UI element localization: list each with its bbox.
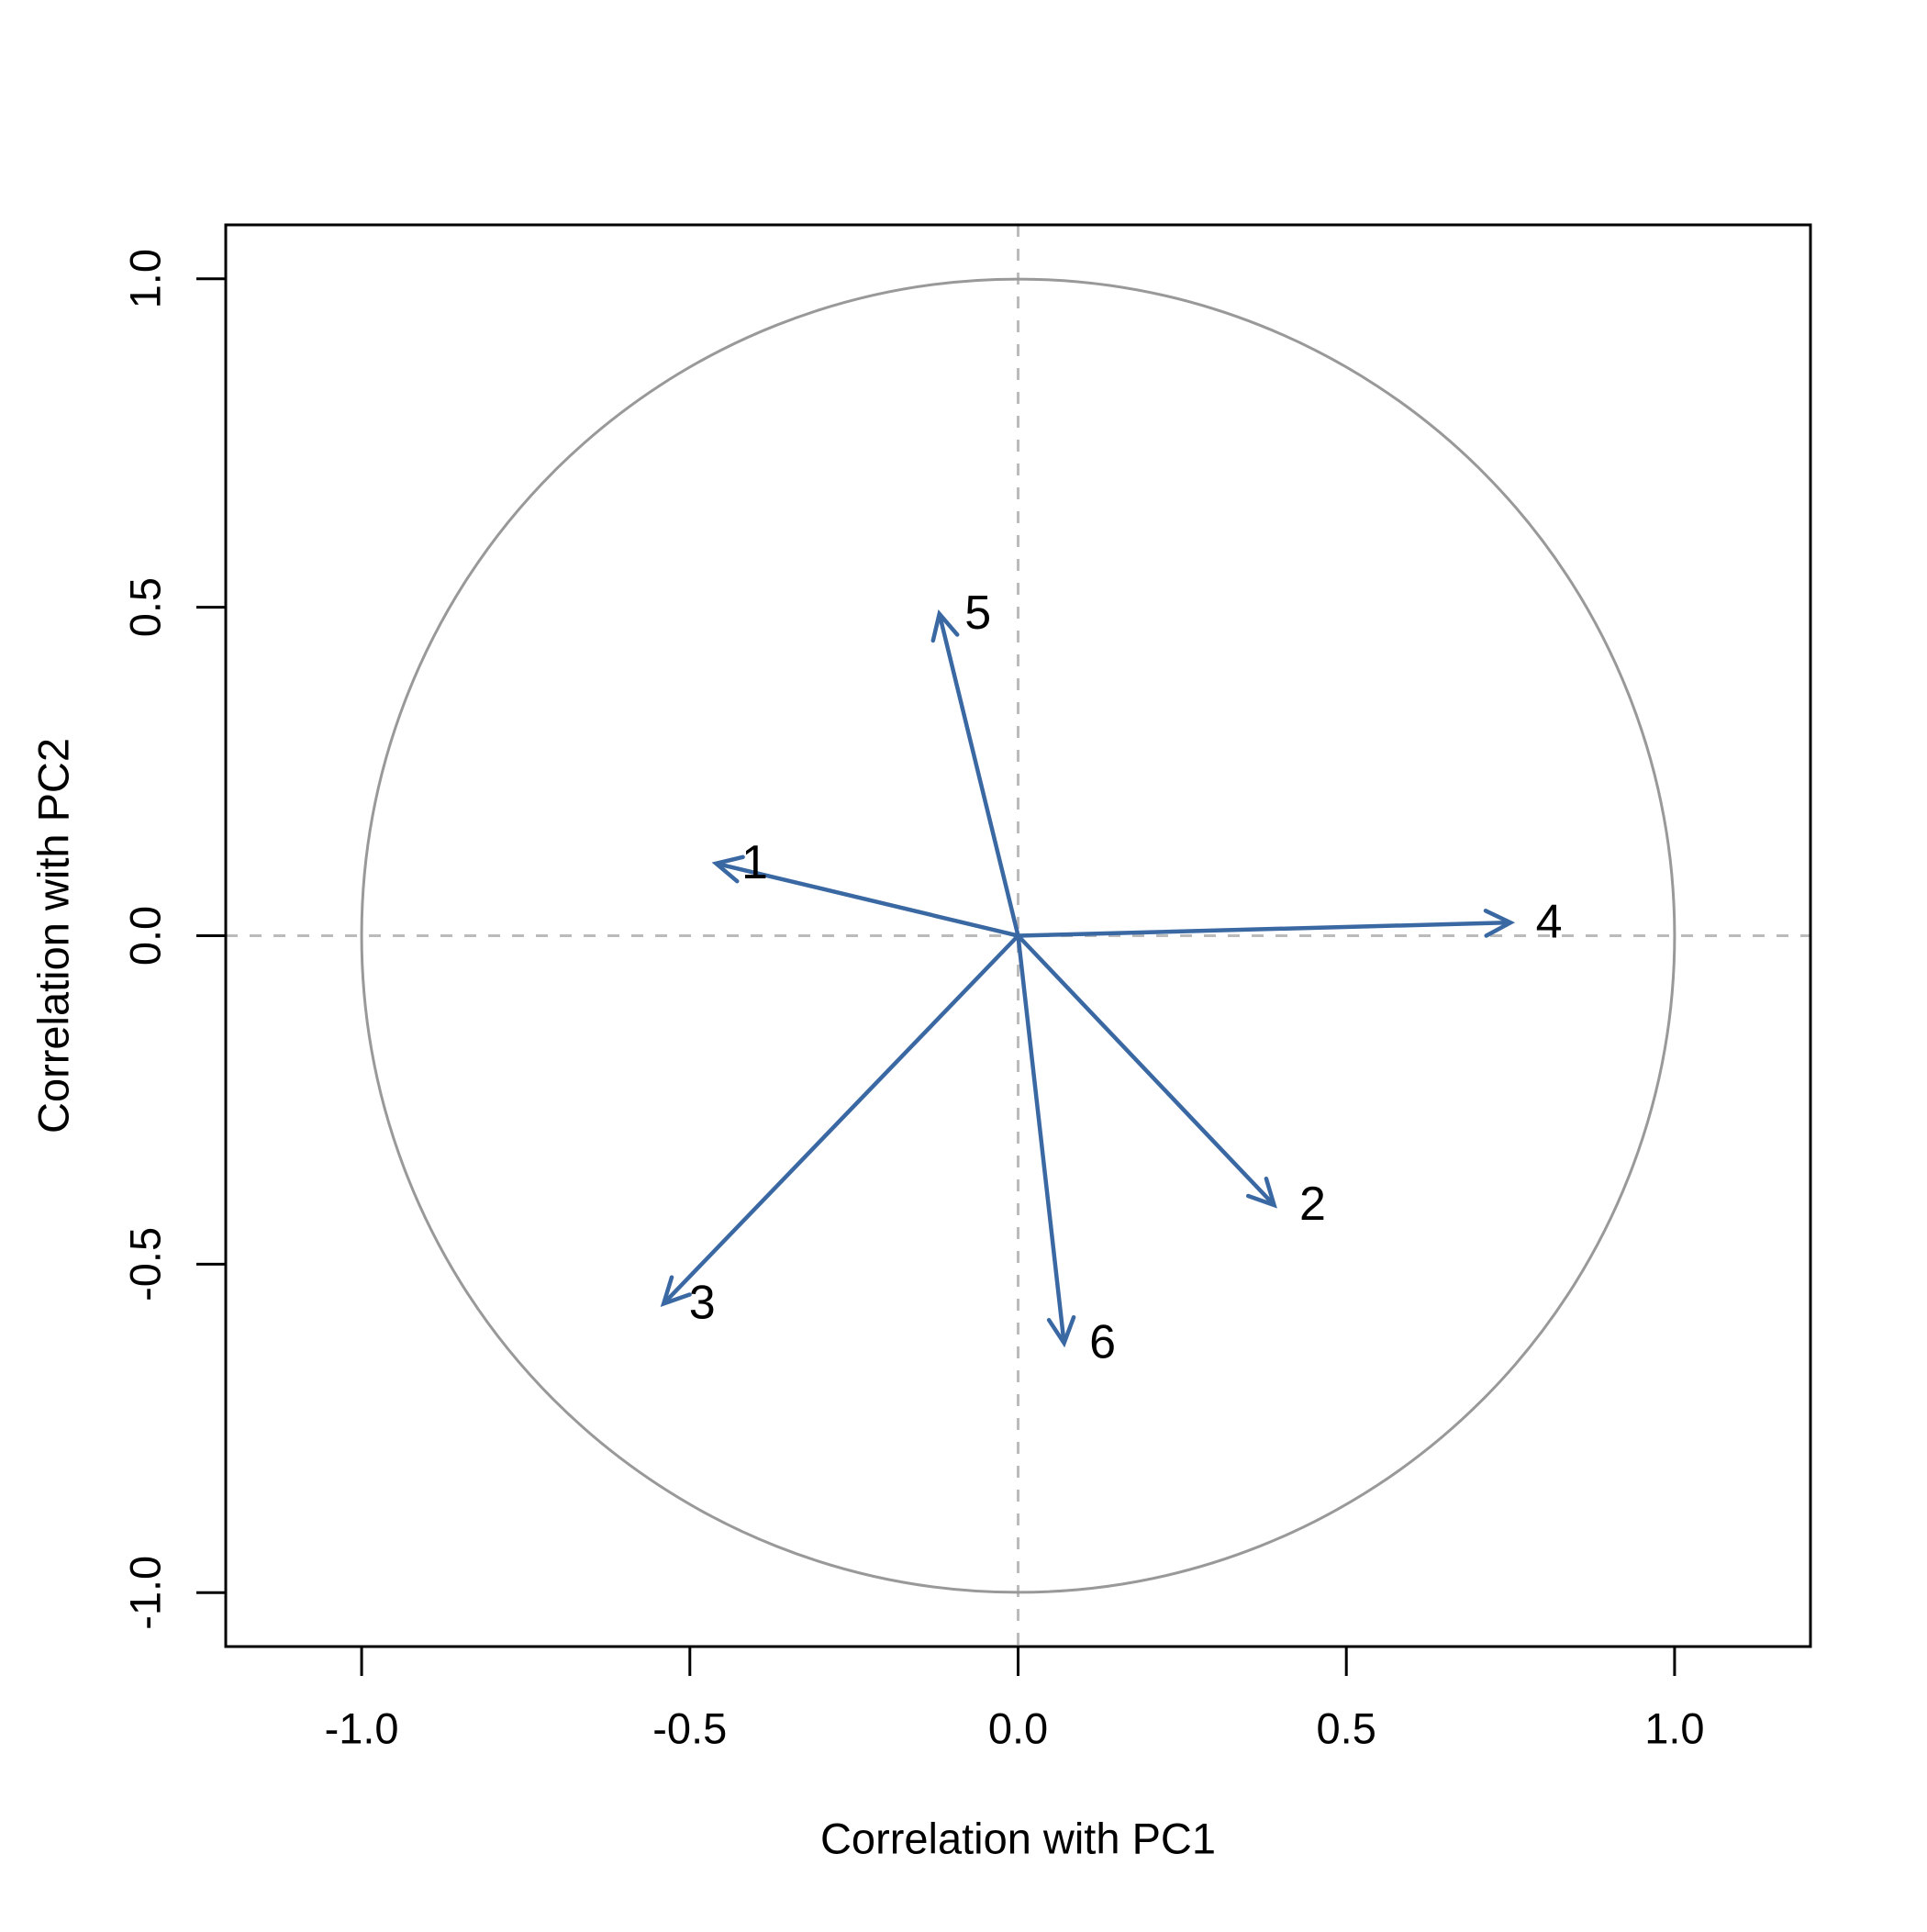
y-tick-label: -1.0 [120, 1556, 169, 1630]
y-tick-label: -0.5 [120, 1227, 169, 1301]
variable-arrowhead-6 [1046, 1314, 1076, 1348]
x-axis-title: Correlation with PC1 [820, 1814, 1216, 1862]
x-tick-label: -1.0 [325, 1703, 399, 1752]
variable-arrowhead-3 [660, 1275, 692, 1307]
x-tick-label: 0.0 [988, 1703, 1048, 1752]
variable-arrow-6 [1016, 935, 1066, 1344]
variable-label-1: 1 [741, 836, 768, 889]
variable-label-2: 2 [1299, 1178, 1326, 1231]
variable-arrow-1 [715, 861, 1019, 938]
variable-label-5: 5 [964, 586, 991, 640]
x-tick-label: -0.5 [652, 1703, 727, 1752]
y-tick-label: 1.0 [120, 249, 169, 308]
variable-arrowhead-1 [711, 854, 745, 884]
variable-arrowhead-4 [1483, 909, 1516, 938]
variable-arrow-3 [662, 933, 1020, 1305]
variable-arrow-5 [937, 613, 1020, 937]
unit-circle [360, 277, 1676, 1594]
variable-label-6: 6 [1089, 1316, 1116, 1369]
variable-label-3: 3 [689, 1277, 716, 1330]
variable-arrow-2 [1016, 933, 1276, 1207]
x-tick-label: 1.0 [1644, 1703, 1704, 1752]
variable-label-4: 4 [1536, 895, 1563, 948]
variable-arrowhead-5 [930, 609, 960, 643]
y-axis-title: Correlation with PC2 [28, 738, 77, 1134]
x-tick-label: 0.5 [1317, 1703, 1376, 1752]
y-tick-label: 0.0 [120, 906, 169, 966]
variable-arrow-4 [1018, 920, 1511, 938]
variable-arrowhead-2 [1245, 1176, 1277, 1209]
y-tick-label: 0.5 [120, 577, 169, 637]
